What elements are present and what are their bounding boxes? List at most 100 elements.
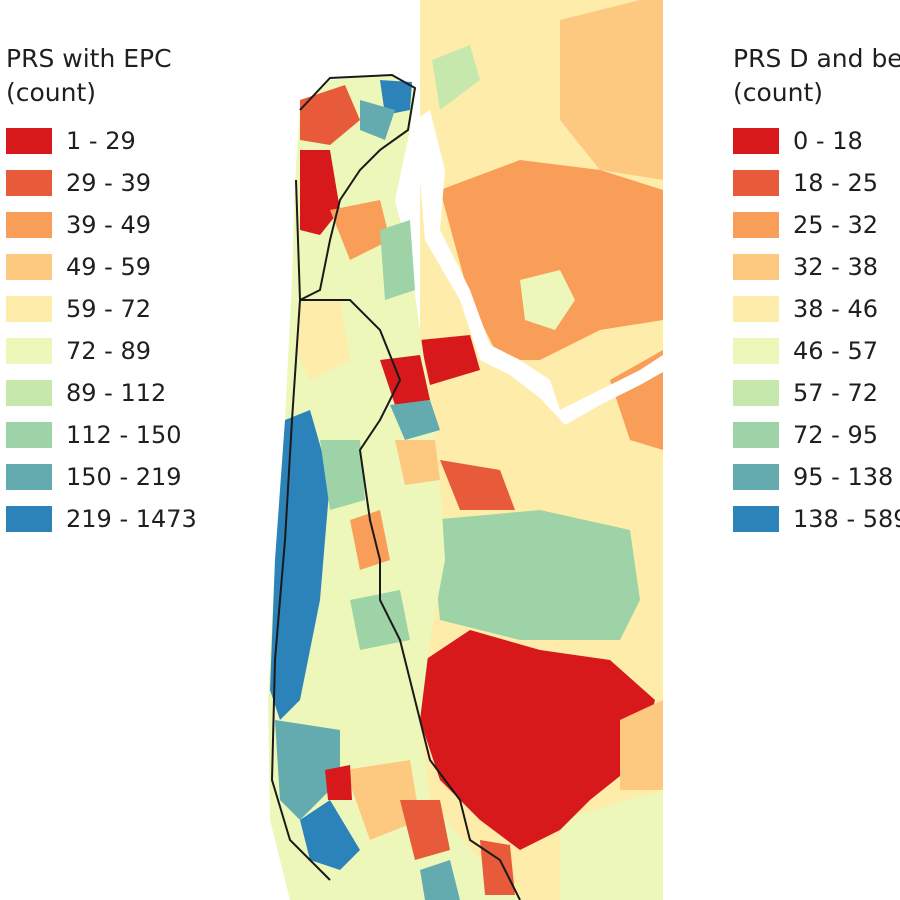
west-coast-blue-south [300, 800, 360, 870]
legend-prs-with-epc: PRS with EPC (count) 1 - 29 29 - 39 39 - 4… [6, 42, 197, 540]
legend-right-label: 0 - 18 [793, 127, 863, 155]
legend-right-item: 46 - 57 [733, 330, 900, 372]
legend-right-subtitle: (count) [733, 78, 824, 107]
legend-left-swatch [6, 170, 52, 196]
legend-left-swatch [6, 380, 52, 406]
legend-left-item: 39 - 49 [6, 204, 197, 246]
mid-orange-3 [350, 510, 390, 570]
legend-right-item: 138 - 589 [733, 498, 900, 540]
mid-green-4 [350, 590, 410, 650]
legend-left-item: 150 - 219 [6, 456, 197, 498]
legend-right-swatch [733, 380, 779, 406]
legend-left-label: 150 - 219 [66, 463, 182, 491]
legend-left-items: 1 - 29 29 - 39 39 - 49 49 - 59 59 - 72 72 - 8… [6, 120, 197, 540]
legend-left-item: 72 - 89 [6, 330, 197, 372]
north-red-tip [300, 150, 340, 235]
legend-left-label: 72 - 89 [66, 337, 151, 365]
legend-right-label: 38 - 46 [793, 295, 878, 323]
legend-left-swatch [6, 506, 52, 532]
legend-left-label: 49 - 59 [66, 253, 151, 281]
legend-right-swatch [733, 170, 779, 196]
east-zone-peach-se [620, 700, 663, 790]
legend-left-label: 219 - 1473 [66, 505, 197, 533]
legend-right-swatch [733, 254, 779, 280]
legend-right-swatch [733, 422, 779, 448]
legend-right-swatch [733, 464, 779, 490]
legend-left-item: 59 - 72 [6, 288, 197, 330]
legend-right-item: 95 - 138 [733, 456, 900, 498]
legend-left-label: 1 - 29 [66, 127, 136, 155]
south-teal [420, 860, 460, 900]
legend-left-swatch [6, 422, 52, 448]
mid-teal-2 [390, 400, 440, 440]
south-orange-2 [480, 840, 515, 895]
legend-left-item: 29 - 39 [6, 162, 197, 204]
legend-right-item: 18 - 25 [733, 162, 900, 204]
boundary-line [270, 73, 521, 900]
north-blue [380, 80, 412, 115]
mid-green-1 [380, 220, 415, 300]
legend-left-item: 49 - 59 [6, 246, 197, 288]
legend-right-swatch [733, 212, 779, 238]
legend-left-swatch [6, 254, 52, 280]
west-coast-blue [270, 410, 330, 720]
legend-right-swatch [733, 506, 779, 532]
legend-right-label: 46 - 57 [793, 337, 878, 365]
legend-left-label: 112 - 150 [66, 421, 182, 449]
mid-green-3 [320, 440, 365, 510]
legend-left-subtitle: (count) [6, 78, 97, 107]
legend-right-swatch [733, 296, 779, 322]
east-zone-green-top [432, 45, 480, 110]
south-orange [400, 800, 450, 860]
legend-left-title: PRS with EPC [6, 44, 172, 73]
legend-left-label: 59 - 72 [66, 295, 151, 323]
mid-peach-2 [395, 440, 440, 485]
legend-left-item: 1 - 29 [6, 120, 197, 162]
north-orange [300, 85, 360, 145]
legend-right-swatch [733, 128, 779, 154]
peninsula-base [268, 75, 520, 900]
east-zone-green-big [430, 510, 640, 640]
east-region [410, 0, 663, 900]
legend-left-item: 219 - 1473 [6, 498, 197, 540]
north-teal [360, 100, 395, 140]
legend-left-swatch [6, 212, 52, 238]
legend-left-swatch [6, 296, 52, 322]
legend-right-label: 95 - 138 [793, 463, 894, 491]
mid-yellow-1 [295, 300, 350, 380]
legend-left-item: 89 - 112 [6, 372, 197, 414]
legend-left-item: 112 - 150 [6, 414, 197, 456]
mid-orange-1 [330, 200, 390, 260]
legend-right-item: 32 - 38 [733, 246, 900, 288]
legend-right-item: 57 - 72 [733, 372, 900, 414]
east-zone-lightgreen-se [560, 790, 663, 900]
mid-red-2 [380, 355, 430, 405]
west-peninsula [268, 75, 520, 900]
legend-right-label: 25 - 32 [793, 211, 878, 239]
legend-right-item: 0 - 18 [733, 120, 900, 162]
legend-left-label: 29 - 39 [66, 169, 151, 197]
east-zone-green-inner [520, 270, 575, 330]
east-zone-peach-ne [560, 0, 663, 180]
legend-left-swatch [6, 128, 52, 154]
east-zone-red-mid [420, 335, 480, 385]
south-red [325, 765, 352, 800]
east-zone-orange-mid [440, 460, 515, 510]
legend-right-title: PRS D and be [733, 44, 900, 73]
legend-right-label: 57 - 72 [793, 379, 878, 407]
west-coast-teal-south [275, 720, 340, 820]
legend-prs-d-and-below: PRS D and be (count) 0 - 18 18 - 25 25 - 3… [733, 42, 900, 540]
legend-left-swatch [6, 464, 52, 490]
legend-right-items: 0 - 18 18 - 25 25 - 32 32 - 38 38 - 46 46 - 5… [733, 120, 900, 540]
legend-right-swatch [733, 338, 779, 364]
south-peach [345, 760, 420, 840]
legend-right-label: 32 - 38 [793, 253, 878, 281]
east-zone-red-big [410, 630, 655, 850]
legend-right-label: 138 - 589 [793, 505, 900, 533]
east-zone-orange-north [440, 160, 663, 360]
legend-right-item: 25 - 32 [733, 204, 900, 246]
legend-left-label: 39 - 49 [66, 211, 151, 239]
legend-left-swatch [6, 338, 52, 364]
legend-right-item: 38 - 46 [733, 288, 900, 330]
